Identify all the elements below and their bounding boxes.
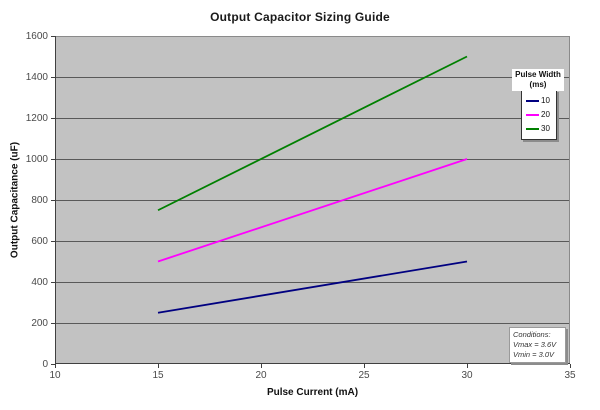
conditions-line-2: Vmax = 3.6V xyxy=(513,340,557,349)
y-tick-label-1600: 1600 xyxy=(25,31,48,42)
legend-line-sample-20 xyxy=(526,114,539,116)
y-tick-label-600: 600 xyxy=(31,236,48,247)
x-tick-label-30: 30 xyxy=(461,370,473,381)
y-tick-label-0: 0 xyxy=(42,359,48,370)
plot-area xyxy=(51,36,571,368)
chart-title: Output Capacitor Sizing Guide xyxy=(210,10,390,24)
y-tick-label-1200: 1200 xyxy=(25,113,48,124)
x-tick-label-35: 35 xyxy=(564,370,576,381)
y-tick-label-1000: 1000 xyxy=(25,154,48,165)
x-tick-label-25: 25 xyxy=(358,370,370,381)
x-axis-title: Pulse Current (mA) xyxy=(266,387,359,398)
legend-line-sample-10 xyxy=(526,100,539,102)
conditions-annotation: Conditions: Vmax = 3.6V Vmin = 3.0V xyxy=(509,327,566,363)
legend-entry-label: 20 xyxy=(541,110,550,119)
x-tick-label-15: 15 xyxy=(152,370,164,381)
legend-title-line2: (ms) xyxy=(529,80,547,89)
y-tick-label-800: 800 xyxy=(31,195,48,206)
legend-title: Pulse Width (ms) xyxy=(512,69,564,91)
legend-entry-10: 10 xyxy=(526,94,553,108)
series-line-20ms xyxy=(157,158,468,263)
x-tick-label-20: 20 xyxy=(255,370,267,381)
series-line-30ms xyxy=(157,55,468,212)
plot-canvas xyxy=(51,36,571,368)
legend-entry-30: 30 xyxy=(526,122,553,136)
legend-title-line1: Pulse Width xyxy=(515,70,561,79)
legend: 10 20 30 xyxy=(521,90,557,140)
legend-line-sample-30 xyxy=(526,128,539,130)
y-tick-label-400: 400 xyxy=(31,277,48,288)
conditions-line-3: Vmin = 3.0V xyxy=(513,350,555,359)
conditions-line-1: Conditions: xyxy=(513,330,551,339)
series-line-10ms xyxy=(157,260,468,314)
x-tick-label-10: 10 xyxy=(49,370,61,381)
y-tick-label-1400: 1400 xyxy=(25,72,48,83)
legend-entry-label: 30 xyxy=(541,124,550,133)
legend-entry-label: 10 xyxy=(541,96,550,105)
y-tick-label-200: 200 xyxy=(31,318,48,329)
legend-entry-20: 20 xyxy=(526,108,553,122)
